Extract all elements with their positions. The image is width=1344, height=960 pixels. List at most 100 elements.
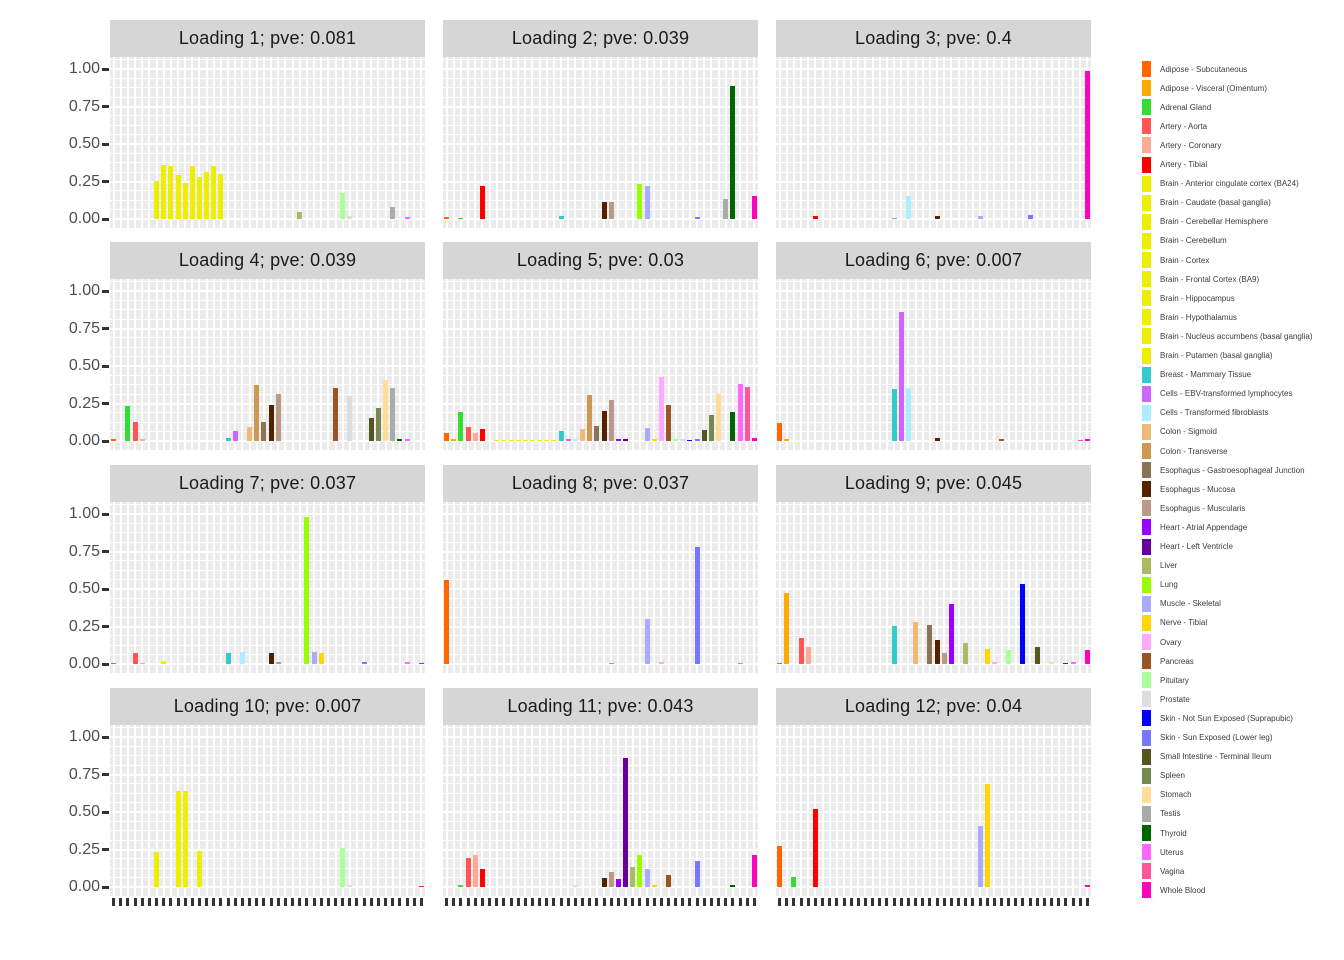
y-axis-tick-label: 0.00: [68, 432, 100, 449]
legend-label: Whole Blood: [1160, 885, 1206, 895]
bar-esophagus-muscularis: [608, 400, 614, 441]
vertical-gridline: [248, 57, 251, 228]
legend-label: Pancreas: [1160, 656, 1194, 666]
vertical-gridline: [567, 279, 570, 450]
vertical-gridline: [234, 57, 237, 228]
vertical-gridline: [646, 502, 649, 673]
legend-label: Spleen: [1160, 771, 1185, 781]
vertical-gridline: [950, 57, 953, 228]
vertical-gridline: [406, 502, 409, 673]
vertical-gridline: [298, 502, 301, 673]
legend-item: Adrenal Gland: [1142, 98, 1211, 116]
vertical-gridline: [857, 725, 860, 896]
bar-esophagus-mucosa: [601, 411, 607, 441]
horizontal-gridline: [443, 124, 758, 126]
horizontal-gridline: [443, 374, 758, 376]
panel-plot-area: [110, 57, 425, 228]
vertical-gridline: [384, 57, 387, 228]
horizontal-gridline: [110, 755, 425, 757]
vertical-gridline: [291, 279, 294, 450]
vertical-gridline: [141, 57, 144, 228]
legend-color-swatch: [1142, 748, 1151, 765]
vertical-gridline: [703, 279, 706, 450]
vertical-gridline: [510, 57, 512, 228]
vertical-gridline: [560, 502, 563, 673]
vertical-gridline: [474, 57, 477, 228]
horizontal-gridline: [776, 811, 1091, 813]
x-axis-tick-mark: [828, 898, 832, 906]
vertical-gridline: [234, 279, 237, 450]
vertical-gridline: [864, 57, 867, 228]
vertical-gridline: [227, 725, 230, 896]
horizontal-gridline: [110, 431, 425, 433]
legend-label: Stomach: [1160, 790, 1192, 800]
x-axis-tick-mark: [262, 898, 266, 906]
vertical-gridline: [1029, 57, 1032, 228]
vertical-gridline: [370, 725, 373, 896]
horizontal-gridline: [443, 356, 758, 358]
vertical-gridline: [241, 279, 244, 450]
vertical-gridline: [341, 502, 344, 673]
horizontal-gridline: [110, 504, 425, 506]
legend-color-swatch: [1142, 825, 1151, 841]
bar-heart-atrial-appendage: [615, 439, 621, 441]
legend-label: Skin - Sun Exposed (Lower leg): [1160, 733, 1273, 742]
vertical-gridline: [517, 502, 520, 673]
legend-label: Brain - Cerebellar Hemisphere: [1160, 217, 1269, 227]
y-axis-tick-mark: [102, 773, 109, 776]
facet-strip: Loading 6; pve: 0.007: [776, 242, 1091, 279]
facet-title: Loading 11; pve: 0.043: [507, 696, 694, 716]
bar-spleen: [375, 408, 381, 441]
x-axis-tick-mark: [878, 898, 882, 906]
legend-label: Cells - EBV-transformed lymphocytes: [1160, 389, 1293, 399]
horizontal-gridline: [443, 152, 758, 154]
horizontal-gridline: [443, 431, 758, 433]
vertical-gridline: [1007, 279, 1010, 450]
x-axis-tick-mark: [609, 898, 613, 906]
y-axis-tick-label: 1.00: [68, 60, 100, 77]
x-axis-tick-mark: [473, 898, 477, 906]
x-axis-tick-mark: [935, 898, 939, 906]
bar-cells-ebv-transformed-lymphocytes: [565, 439, 571, 441]
legend-color-swatch: [1142, 500, 1151, 517]
vertical-gridline: [710, 279, 713, 450]
panel-plot-area: [776, 57, 1091, 228]
legend-item: Brain - Hippocampus: [1142, 289, 1235, 307]
vertical-gridline: [112, 725, 115, 896]
horizontal-gridline: [443, 532, 758, 534]
vertical-gridline: [495, 502, 498, 673]
vertical-gridline: [581, 57, 584, 228]
legend-color-swatch: [1142, 385, 1151, 402]
horizontal-gridline: [443, 402, 758, 405]
vertical-gridline: [1072, 279, 1075, 450]
facet-panel: Loading 11; pve: 0.043: [443, 688, 758, 896]
horizontal-gridline: [443, 421, 758, 423]
vertical-gridline: [552, 725, 555, 896]
vertical-gridline: [950, 725, 953, 896]
vertical-gridline: [674, 502, 677, 673]
horizontal-gridline: [110, 218, 425, 220]
vertical-gridline: [993, 279, 996, 450]
vertical-gridline: [205, 279, 208, 450]
vertical-gridline: [921, 502, 924, 673]
vertical-gridline: [850, 57, 853, 228]
vertical-gridline: [241, 502, 244, 673]
bar-muscle-skeletal: [311, 652, 317, 664]
vertical-gridline: [291, 57, 294, 228]
vertical-gridline: [298, 279, 301, 450]
vertical-gridline: [474, 725, 477, 896]
facet-panel: Loading 2; pve: 0.039: [443, 20, 758, 228]
vertical-gridline: [828, 502, 831, 673]
vertical-gridline: [792, 279, 795, 450]
vertical-gridline: [413, 57, 416, 228]
x-axis-tick-mark: [978, 898, 982, 906]
vertical-gridline: [284, 279, 287, 450]
horizontal-gridline: [443, 199, 758, 201]
vertical-gridline: [1043, 725, 1046, 896]
horizontal-gridline: [443, 115, 758, 117]
legend-label: Colon - Sigmoid: [1160, 427, 1217, 437]
horizontal-gridline: [443, 792, 758, 794]
vertical-gridline: [710, 725, 713, 896]
bar-skin-sun-exposed-lower-leg: [694, 217, 700, 219]
legend-item: Breast - Mammary Tissue: [1142, 366, 1251, 384]
